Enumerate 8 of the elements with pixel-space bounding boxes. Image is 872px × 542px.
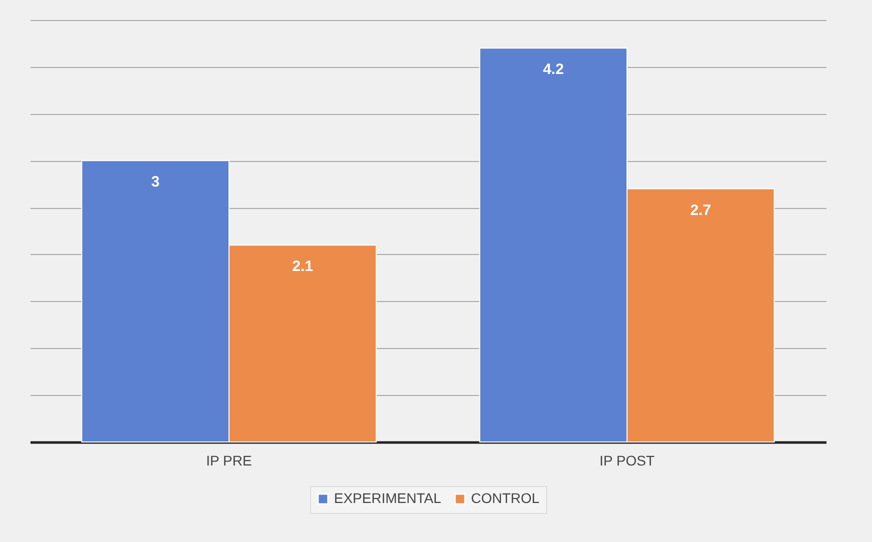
legend-label: CONTROL — [471, 490, 540, 506]
data-label: 3 — [151, 174, 160, 191]
legend-label: EXPERIMENTAL — [334, 490, 442, 506]
x-tick-label: IP PRE — [206, 452, 252, 468]
data-label: 2.1 — [292, 258, 314, 276]
data-label: 2.7 — [690, 202, 712, 219]
data-label: 4.2 — [542, 61, 564, 78]
x-tick-label: IP POST — [600, 452, 655, 468]
